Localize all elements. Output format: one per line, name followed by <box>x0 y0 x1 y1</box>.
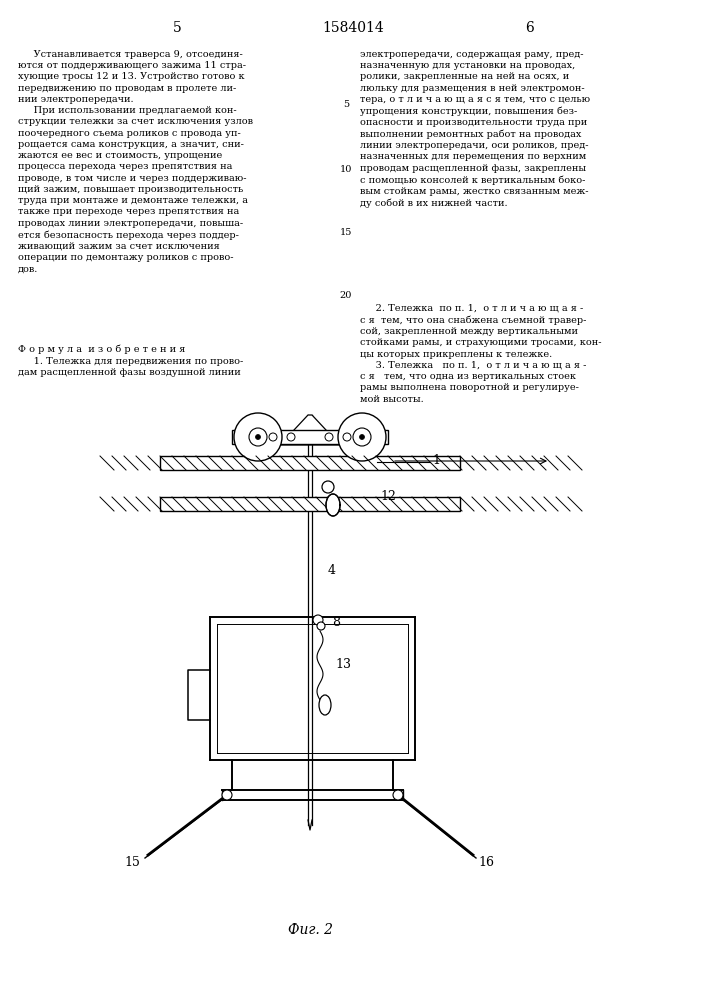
Text: 1: 1 <box>432 454 440 466</box>
Circle shape <box>269 433 277 441</box>
Circle shape <box>249 428 267 446</box>
Text: 16: 16 <box>478 856 494 868</box>
Text: 5: 5 <box>173 21 182 35</box>
Text: 20: 20 <box>340 291 352 300</box>
Circle shape <box>353 428 371 446</box>
Ellipse shape <box>326 494 340 516</box>
Polygon shape <box>280 415 340 445</box>
Text: 8: 8 <box>332 616 340 630</box>
Text: 15: 15 <box>340 228 352 237</box>
Circle shape <box>325 433 333 441</box>
Text: 6: 6 <box>525 21 534 35</box>
Circle shape <box>255 434 260 440</box>
Circle shape <box>393 790 403 800</box>
Text: 2. Тележка  по п. 1,  о т л и ч а ю щ а я -
с я  тем, что она снабжена съемной т: 2. Тележка по п. 1, о т л и ч а ю щ а я … <box>360 304 602 404</box>
Circle shape <box>343 433 351 441</box>
Bar <box>232 430 388 444</box>
Text: Ф о р м у л а  и з о б р е т е н и я
     1. Тележка для передвижения по прово-
: Ф о р м у л а и з о б р е т е н и я 1. Т… <box>18 345 243 377</box>
Text: 15: 15 <box>124 856 140 868</box>
Bar <box>160 497 460 511</box>
Circle shape <box>317 622 325 630</box>
Text: Фиг. 2: Фиг. 2 <box>288 923 332 937</box>
Bar <box>160 456 460 470</box>
Text: 5: 5 <box>343 100 349 109</box>
Circle shape <box>234 413 282 461</box>
Circle shape <box>361 433 369 441</box>
Text: 12: 12 <box>380 490 396 504</box>
Text: 1584014: 1584014 <box>322 21 384 35</box>
Circle shape <box>313 615 323 625</box>
Circle shape <box>359 434 365 440</box>
Circle shape <box>251 433 259 441</box>
Circle shape <box>287 433 295 441</box>
Circle shape <box>322 481 334 493</box>
Circle shape <box>222 790 232 800</box>
Text: 10: 10 <box>340 165 352 174</box>
Text: 13: 13 <box>335 658 351 672</box>
Text: Устанавливается траверса 9, отсоединя-
ются от поддерживающего зажима 11 стра-
х: Устанавливается траверса 9, отсоединя- ю… <box>18 50 253 273</box>
Text: 4: 4 <box>328 564 336 576</box>
Circle shape <box>338 413 386 461</box>
Ellipse shape <box>319 695 331 715</box>
Text: электропередачи, содержащая раму, пред-
назначенную для установки на проводах,
р: электропередачи, содержащая раму, пред- … <box>360 50 590 208</box>
